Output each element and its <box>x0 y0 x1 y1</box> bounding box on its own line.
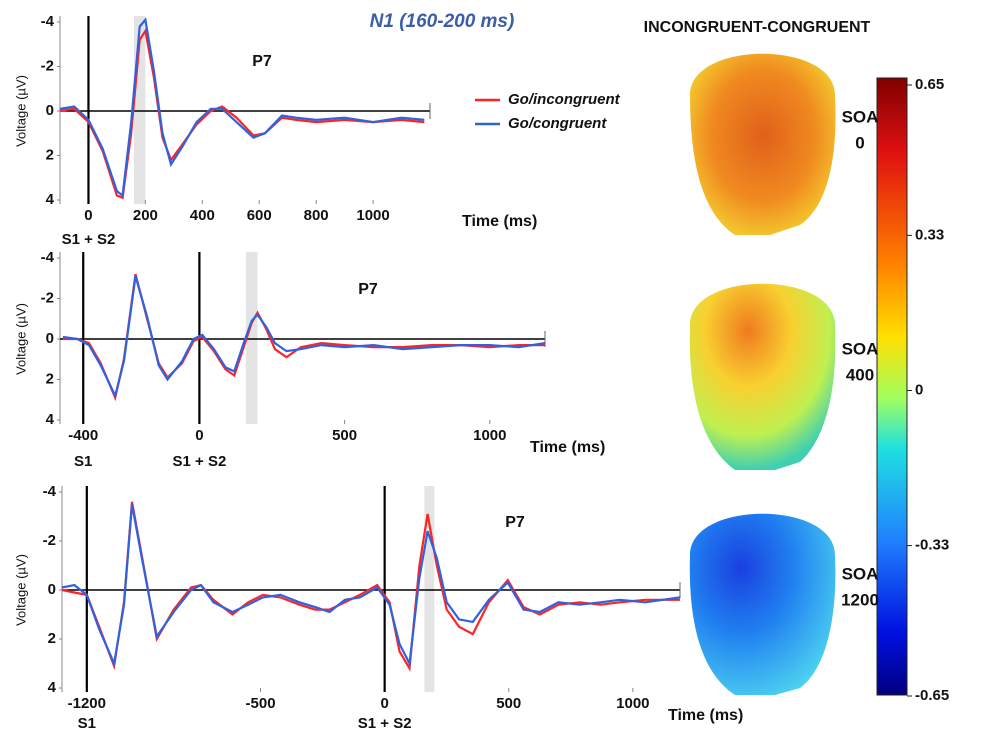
x-tick-label: 500 <box>332 427 357 444</box>
y-tick-label: -2 <box>41 289 54 306</box>
y-axis-label: Voltage (µV) <box>13 303 28 375</box>
channel-label: P7 <box>252 53 272 70</box>
colorbar-tick-label: 0 <box>915 381 923 398</box>
x-tick-label: -1200 <box>68 695 106 712</box>
map-label: SOA <box>842 107 879 126</box>
y-tick-label: -4 <box>41 249 55 266</box>
x-tick-label: 1000 <box>473 427 506 444</box>
series-line <box>61 504 681 668</box>
x-tick-label: 800 <box>304 207 329 224</box>
x-tick-label: -500 <box>246 695 276 712</box>
highlight-window <box>134 16 146 204</box>
y-axis-label: Voltage (µV) <box>13 554 28 626</box>
x-tick-label: 400 <box>190 207 215 224</box>
y-tick-label: -2 <box>43 532 56 549</box>
series-line <box>59 27 425 200</box>
x-tick-label: -400 <box>68 427 98 444</box>
event-label: S1 + S2 <box>358 715 412 732</box>
legend-label: Go/incongruent <box>508 91 621 108</box>
map-soa: 400 <box>846 365 874 384</box>
event-label: S1 <box>78 715 96 732</box>
y-tick-label: -4 <box>43 483 57 500</box>
y-tick-label: -2 <box>41 57 54 74</box>
y-tick-label: 2 <box>46 370 54 387</box>
x-tick-label: 500 <box>496 695 521 712</box>
y-tick-label: 0 <box>46 330 54 347</box>
y-tick-label: 0 <box>46 102 54 119</box>
x-tick-label: 1000 <box>356 207 389 224</box>
x-tick-label: 0 <box>195 427 203 444</box>
y-axis-label: Voltage (µV) <box>13 75 28 147</box>
colorbar-tick-label: -0.65 <box>915 687 949 704</box>
y-tick-label: 4 <box>48 679 57 696</box>
channel-label: P7 <box>505 514 525 531</box>
event-label: S1 <box>74 453 92 470</box>
y-tick-label: 0 <box>48 581 56 598</box>
x-tick-label: 1000 <box>616 695 649 712</box>
colorbar-tick-label: 0.33 <box>915 226 944 243</box>
y-tick-label: 2 <box>48 630 56 647</box>
x-axis-label: Time (ms) <box>462 213 537 230</box>
scalp-map <box>689 513 836 695</box>
map-label: SOA <box>842 339 879 358</box>
highlight-window <box>245 252 258 424</box>
channel-label: P7 <box>358 281 378 298</box>
topography-title: INCONGRUENT-CONGRUENT <box>644 19 871 36</box>
series-line <box>62 273 545 402</box>
highlight-window <box>424 486 435 692</box>
series-line <box>61 501 680 672</box>
x-tick-label: 200 <box>133 207 158 224</box>
map-soa: 1200 <box>841 590 879 609</box>
x-tick-label: 0 <box>84 207 92 224</box>
x-axis-label: Time (ms) <box>530 439 605 456</box>
scalp-map <box>689 283 836 470</box>
y-tick-label: -4 <box>41 13 55 30</box>
map-label: SOA <box>842 564 879 583</box>
legend-label: Go/congruent <box>508 115 607 132</box>
map-soa: 0 <box>855 133 864 152</box>
series-line <box>62 275 546 399</box>
x-axis-label: Time (ms) <box>668 707 743 724</box>
event-label: S1 + S2 <box>173 453 227 470</box>
y-tick-label: 4 <box>46 191 55 208</box>
colorbar-tick-label: 0.65 <box>915 76 944 93</box>
colorbar-tick-label: -0.33 <box>915 537 949 554</box>
series-line <box>59 17 425 198</box>
y-tick-label: 4 <box>46 411 55 428</box>
colorbar <box>876 77 908 696</box>
title: N1 (160-200 ms) <box>370 11 515 32</box>
y-tick-label: 2 <box>46 146 54 163</box>
x-tick-label: 0 <box>380 695 388 712</box>
x-tick-label: 600 <box>247 207 272 224</box>
scalp-map <box>690 53 836 235</box>
event-label: S1 + S2 <box>62 231 116 248</box>
